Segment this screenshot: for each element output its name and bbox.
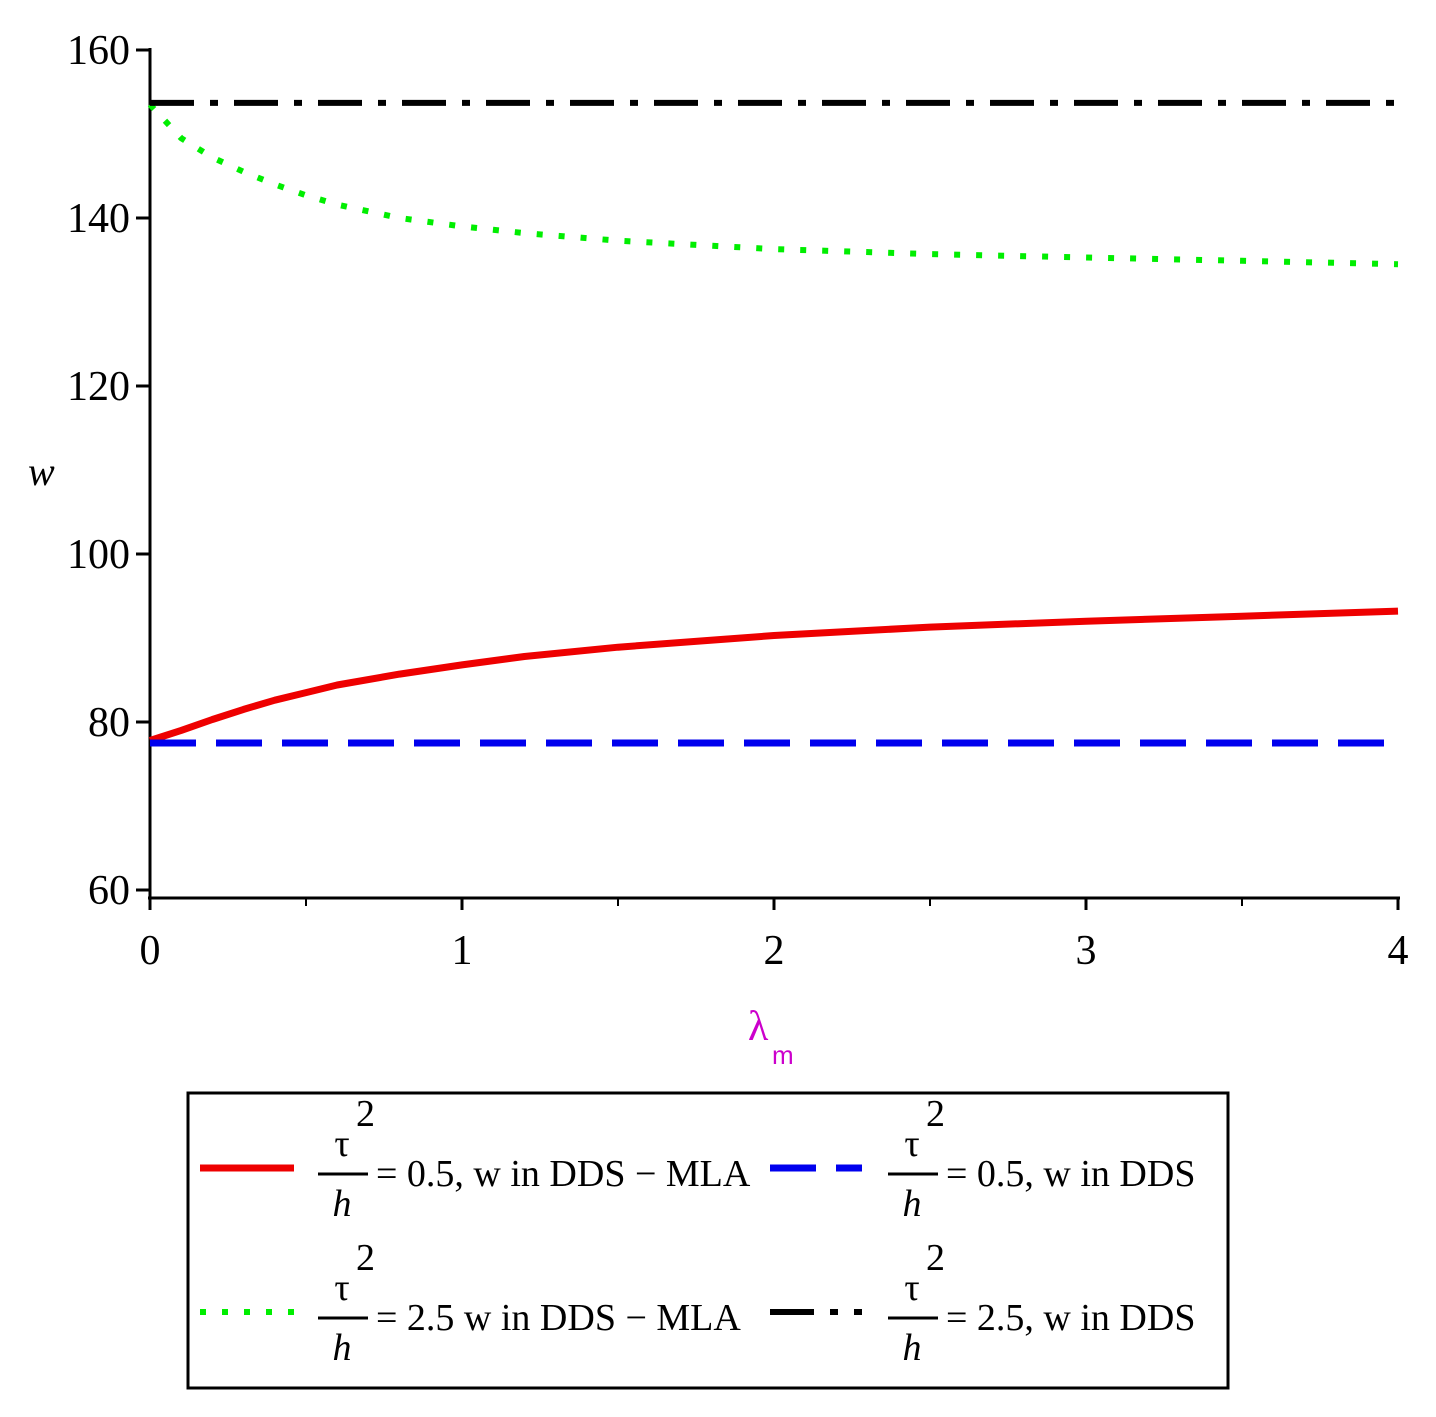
y-tick-label: 120 xyxy=(67,364,130,410)
legend-entry-label: = 2.5 w in DDS − MLA xyxy=(376,1297,741,1339)
legend-entry-label: = 0.5, w in DDS xyxy=(946,1153,1195,1195)
legend-frac-superscript: 2 xyxy=(356,1093,375,1135)
legend-box xyxy=(186,1091,1230,1390)
legend-frac-numerator: τ xyxy=(334,1123,349,1165)
x-tick-label: 4 xyxy=(1388,928,1409,974)
axis-labels: w λ m xyxy=(28,449,794,1070)
legend-entry-label: = 0.5, w in DDS − MLA xyxy=(376,1153,751,1195)
x-tick-label: 3 xyxy=(1076,928,1097,974)
y-tick-label: 140 xyxy=(67,196,130,242)
y-tick-label: 60 xyxy=(88,868,130,914)
y-axis-label: w xyxy=(28,449,55,494)
x-tick-label: 1 xyxy=(452,928,473,974)
y-tick-label: 100 xyxy=(67,532,130,578)
legend-frac-superscript: 2 xyxy=(926,1093,945,1135)
legend-frac-numerator: τ xyxy=(334,1267,349,1309)
legend-frac-superscript: 2 xyxy=(356,1237,375,1279)
x-axis-label-subscript: m xyxy=(772,1040,794,1070)
legend-frac-denominator: h xyxy=(903,1327,922,1369)
series-line-1 xyxy=(148,607,1399,744)
legend-entry-label: = 2.5, w in DDS xyxy=(946,1297,1195,1339)
series-line-3 xyxy=(147,102,1399,268)
series-group xyxy=(147,99,1399,747)
x-axis-label: λ xyxy=(748,1004,769,1050)
x-tick-label: 2 xyxy=(764,928,785,974)
y-tick-label: 80 xyxy=(88,700,130,746)
legend-frac-denominator: h xyxy=(333,1183,352,1225)
x-tick-label: 0 xyxy=(140,928,161,974)
legend-frac-denominator: h xyxy=(903,1183,922,1225)
legend-frac-denominator: h xyxy=(333,1327,352,1369)
y-tick-label: 160 xyxy=(67,28,130,74)
axes: 60 80 100 120 140 160 0 1 2 3 4 xyxy=(67,28,1409,974)
legend-frac-superscript: 2 xyxy=(926,1237,945,1279)
legend-frac-numerator: τ xyxy=(904,1123,919,1165)
legend-frac-numerator: τ xyxy=(904,1267,919,1309)
